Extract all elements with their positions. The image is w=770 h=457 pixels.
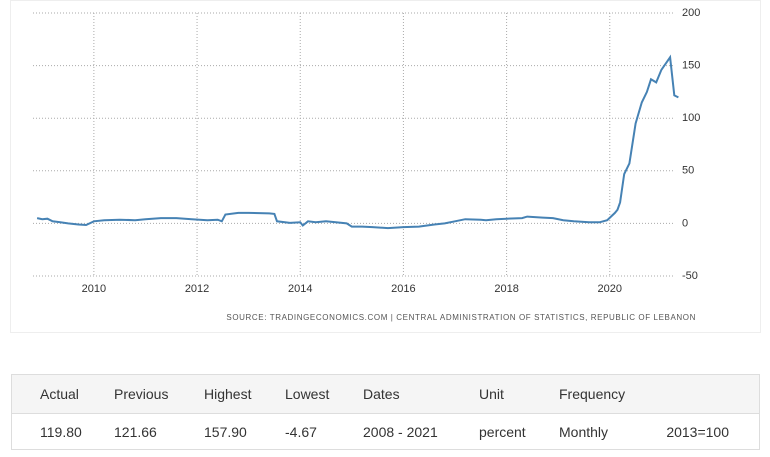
table-cell: Previous: [114, 386, 169, 402]
y-tick-label: 200: [682, 7, 700, 19]
x-tick-label: 2020: [598, 283, 622, 295]
table-cell: 121.66: [114, 424, 157, 440]
y-tick-label: 150: [682, 60, 700, 72]
header-row: [12, 375, 759, 414]
x-tick-label: 2012: [185, 283, 209, 295]
table-cell: Actual: [40, 386, 79, 402]
chart-frame: [10, 0, 761, 333]
x-tick-label: 2014: [288, 283, 312, 295]
table-cell: Dates: [363, 386, 400, 402]
line: [36, 54, 679, 230]
x-tick-label: 2010: [82, 283, 106, 295]
y-tick-label: 100: [682, 112, 700, 124]
table-cell: 157.90: [204, 424, 247, 440]
table-cell: Frequency: [559, 386, 626, 402]
table-cell: percent: [479, 424, 526, 440]
table: Actual Previous Highest Lowest Dates Unit Freq…: [11, 374, 760, 450]
x-tick-label: 2018: [494, 283, 518, 295]
table-cell: 2008 - 2021: [363, 424, 438, 440]
y-tick-label: 0: [682, 217, 688, 229]
table-cell: Unit: [479, 386, 504, 402]
y-tick-label: 50: [682, 165, 694, 177]
y-tick-label: -50: [682, 270, 698, 282]
table-cell: -4.67: [285, 424, 317, 440]
x-tick-label: 2016: [391, 283, 415, 295]
source: SOURCE: TRADINGECONOMICS.COM | CENTRAL A…: [226, 313, 696, 322]
table-cell: Lowest: [285, 386, 330, 402]
table-cell: Highest: [204, 386, 252, 402]
table-cell: Monthly: [559, 424, 609, 440]
table-cell: 119.80: [40, 424, 82, 440]
chart: SOURCE: TRADINGECONOMICS.COM | CENTRAL A…: [10, 0, 761, 333]
table-cell: 2013=100: [666, 424, 729, 440]
